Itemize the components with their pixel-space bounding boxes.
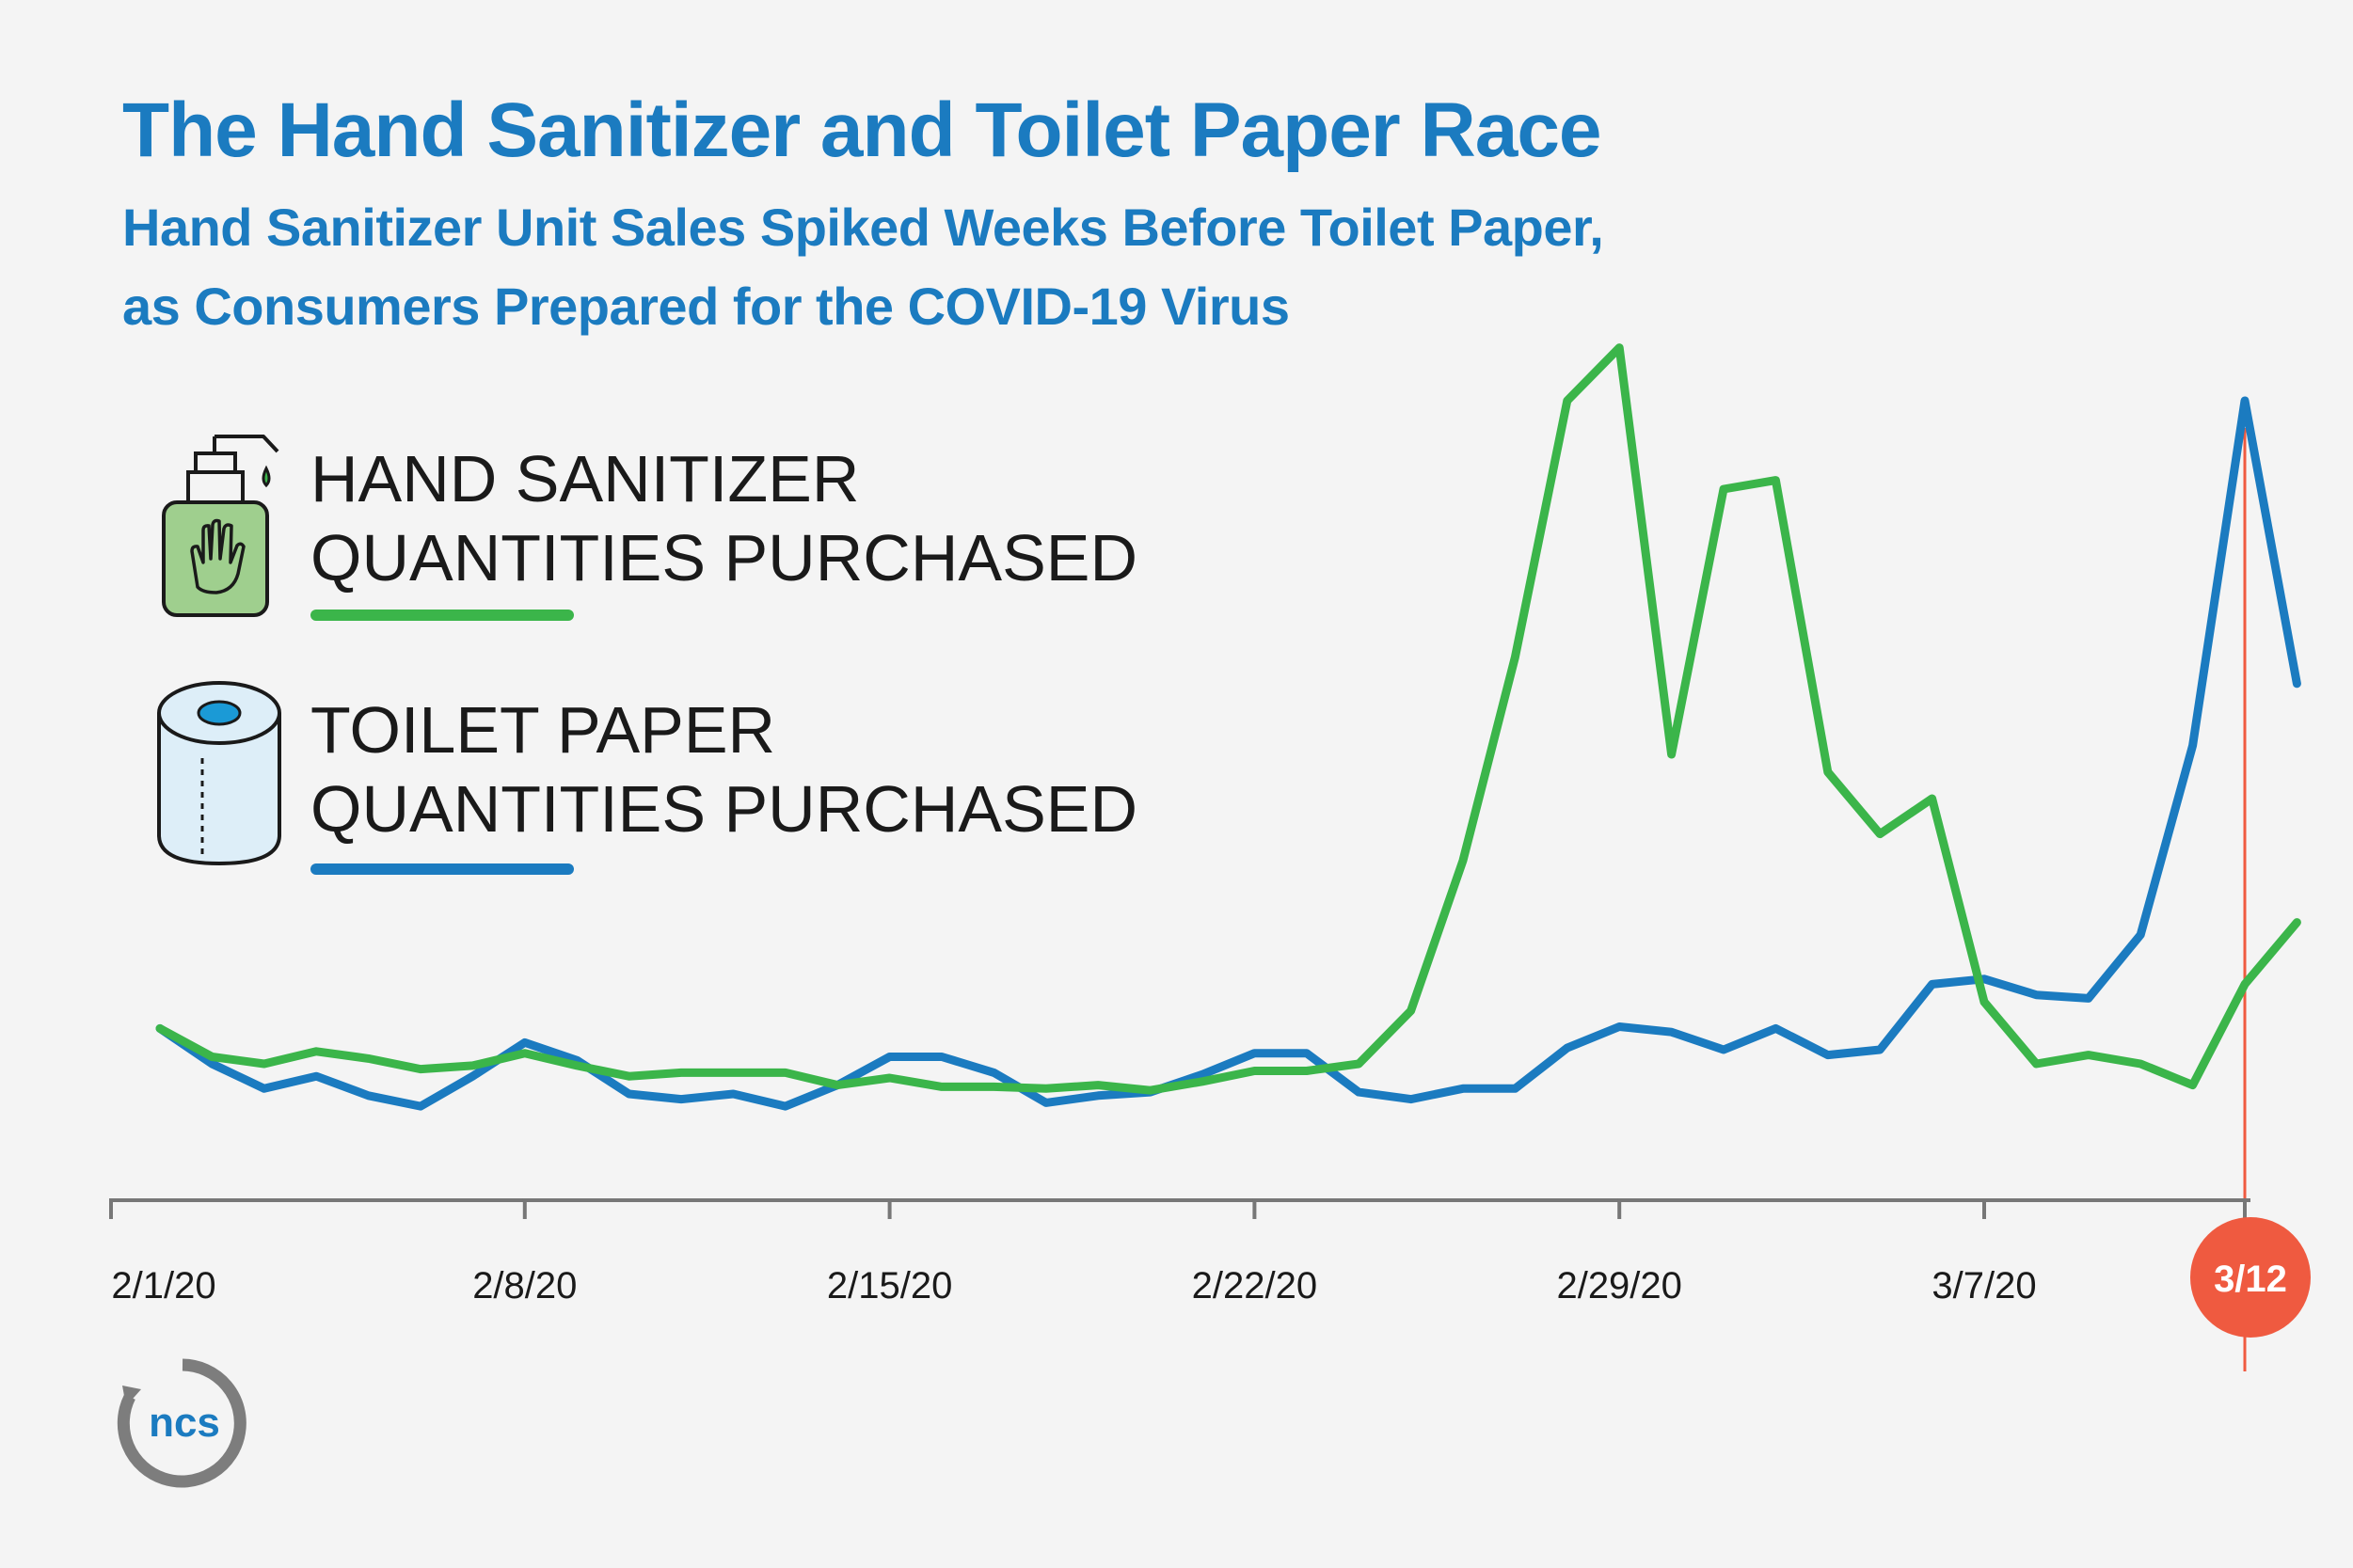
series-line-toilet-paper [155, 396, 2301, 1111]
legend-sanitizer-line2: QUANTITIES PURCHASED [310, 521, 1137, 594]
legend-sanitizer-line1: HAND SANITIZER [310, 442, 860, 515]
chart-subtitle: Hand Sanitizer Unit Sales Spiked Weeks B… [122, 188, 1604, 346]
x-tick-label: 2/1/20 [111, 1265, 215, 1307]
chart-title: The Hand Sanitizer and Toilet Paper Race [122, 87, 1602, 173]
series-line-hand-sanitizer [155, 343, 2301, 1095]
subtitle-line-2: as Consumers Prepared for the COVID-19 V… [122, 277, 1290, 336]
x-tick-label: 3/7/20 [1932, 1265, 2036, 1307]
x-tick-label: 2/29/20 [1556, 1265, 1681, 1307]
legend-sanitizer-label: HAND SANITIZER QUANTITIES PURCHASED [310, 439, 1137, 597]
legend-toilet-paper-line2: QUANTITIES PURCHASED [310, 772, 1137, 846]
legend-toilet-paper-line [310, 863, 574, 875]
toilet-paper-icon [157, 681, 281, 866]
x-tick-label: 2/8/20 [472, 1265, 577, 1307]
legend-toilet-paper-label: TOILET PAPER QUANTITIES PURCHASED [310, 690, 1137, 848]
highlight-date-badge [2190, 1217, 2311, 1338]
subtitle-line-1: Hand Sanitizer Unit Sales Spiked Weeks B… [122, 198, 1604, 257]
x-tick-label: 2/15/20 [827, 1265, 952, 1307]
x-tick-label: 2/22/20 [1192, 1265, 1317, 1307]
ncs-logo: ncs [117, 1358, 246, 1488]
legend-toilet-paper-line1: TOILET PAPER [310, 693, 776, 767]
hand-sanitizer-icon [162, 435, 279, 617]
highlight-date-label: 3/12 [2214, 1259, 2287, 1300]
legend-sanitizer-line [310, 610, 574, 621]
logo-text: ncs [149, 1400, 220, 1446]
